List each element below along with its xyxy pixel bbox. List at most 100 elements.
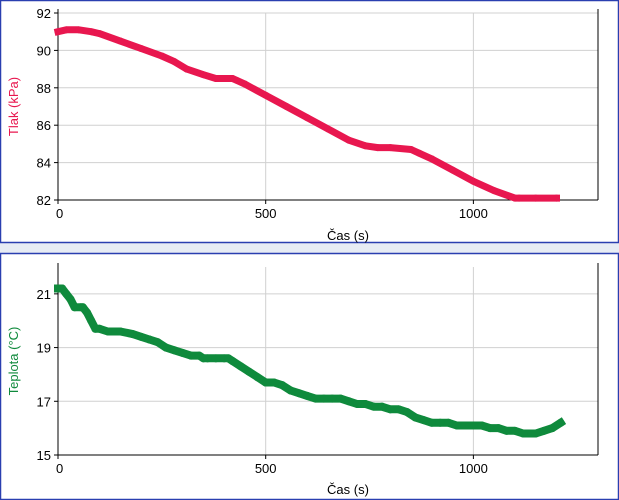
temperature-data-point	[548, 424, 557, 433]
temperature-data-point	[128, 330, 137, 339]
pressure-data-point	[415, 149, 423, 157]
temperature-panel	[0, 252, 619, 500]
temperature-data-point	[540, 426, 548, 435]
temperature-x-tick-label: 0	[56, 461, 63, 476]
temperature-data-point	[62, 289, 71, 298]
pressure-y-axis-title: Tlak (kPa)	[6, 77, 21, 136]
temperature-data-point	[452, 421, 461, 430]
temperature-data-point	[145, 335, 154, 344]
temperature-data-point	[469, 421, 478, 430]
pressure-data-point	[62, 26, 70, 34]
temperature-data-point	[369, 402, 378, 411]
temperature-data-point	[402, 408, 411, 417]
temperature-data-point	[236, 362, 245, 371]
temperature-data-point	[78, 303, 87, 312]
pressure-data-point	[282, 103, 290, 110]
temperature-data-point	[103, 327, 112, 336]
temperature-data-point	[519, 429, 528, 438]
temperature-data-point	[328, 394, 337, 403]
temperature-data-point	[394, 405, 403, 414]
temperature-data-point	[278, 381, 287, 390]
temperature-data-point	[87, 316, 96, 325]
temperature-data-point	[444, 418, 453, 427]
temperature-data-point	[261, 378, 270, 387]
pressure-chart: 0 500 1000 92 90 88 86 84 82 Čas (s) Tlak (kPa)	[6, 6, 599, 243]
pressure-x-tick-label: 0	[56, 206, 63, 221]
temperature-data-point	[58, 284, 67, 293]
temperature-data-point	[531, 429, 540, 438]
temperature-data-point	[66, 295, 75, 304]
temperature-data-point	[344, 397, 353, 406]
temperature-data-point	[153, 338, 162, 347]
temperature-data-point	[361, 399, 370, 408]
temperature-data-point	[311, 394, 320, 403]
temperature-y-tick-label: 15	[37, 448, 51, 463]
pressure-data-point	[87, 28, 95, 36]
temperature-data-point	[411, 413, 420, 422]
pressure-data-point	[361, 142, 369, 150]
pressure-data-point	[241, 80, 249, 88]
pressure-y-tick-label: 88	[37, 81, 51, 96]
temperature-data-point	[353, 399, 362, 408]
temperature-data-point	[70, 303, 79, 312]
temperature-y-tick-label: 19	[37, 341, 51, 356]
pressure-data-point	[324, 125, 332, 133]
temperature-data-point	[162, 343, 170, 352]
temperature-data-point	[303, 391, 312, 400]
pressure-y-tick-label: 84	[37, 156, 51, 171]
pressure-data-point	[428, 155, 436, 163]
pressure-data-point	[233, 76, 241, 84]
pressure-data-point	[199, 71, 207, 79]
pressure-data-point	[75, 26, 83, 34]
temperature-data-point	[477, 421, 486, 430]
temperature-y-axis-title: Teplota (°C)	[6, 327, 21, 396]
temperature-data-point	[386, 405, 395, 414]
pressure-x-tick-label: 1000	[459, 206, 488, 221]
temperature-y-tick-label: 21	[37, 287, 51, 302]
temperature-y-tick-label: 17	[37, 394, 51, 409]
temperature-data-point	[319, 394, 328, 403]
temperature-data-point	[510, 426, 519, 435]
pressure-data-point	[449, 166, 457, 174]
pressure-data-point	[183, 65, 191, 73]
temperature-data-point	[253, 373, 262, 382]
temperature-chart: 0 500 1000 21 19 17 15 Čas (s) Teplota (°C)	[6, 263, 599, 497]
temperature-data-point	[286, 386, 295, 395]
temperature-data-point	[137, 332, 146, 341]
temperature-data-point	[419, 416, 428, 425]
temperature-x-tick-label: 500	[255, 461, 277, 476]
pressure-data-point	[552, 194, 560, 202]
temperature-data-point	[436, 418, 445, 427]
pressure-data-point	[386, 144, 394, 152]
pressure-y-tick-label: 92	[37, 6, 51, 21]
temperature-data-point	[178, 348, 187, 357]
pressure-x-axis-title: Čas (s)	[327, 228, 369, 243]
temperature-data-point	[336, 394, 345, 403]
temperature-data-point	[427, 418, 436, 427]
temperature-data-point	[378, 402, 386, 411]
temperature-data-point	[116, 327, 125, 336]
temperature-data-point	[95, 324, 104, 333]
temperature-data-point	[486, 424, 494, 433]
pressure-x-tick-label: 500	[255, 206, 277, 221]
pressure-data-point	[54, 28, 62, 36]
pressure-data-point	[116, 37, 124, 45]
pressure-data-point	[262, 91, 270, 99]
temperature-data-point	[186, 351, 195, 360]
temperature-data-point	[228, 357, 237, 365]
temperature-data-point	[83, 308, 92, 317]
pressure-data-point	[158, 52, 166, 60]
pressure-data-point	[490, 187, 498, 195]
temperature-data-point	[556, 418, 565, 427]
pressure-data-point	[515, 194, 523, 202]
pressure-data-point	[96, 30, 104, 38]
temperature-x-axis-title: Čas (s)	[327, 482, 369, 497]
pressure-y-tick-label: 82	[37, 193, 51, 208]
temperature-data-point	[502, 426, 511, 435]
temperature-data-point	[245, 367, 254, 376]
temperature-data-point	[294, 389, 303, 398]
pressure-data-point	[532, 194, 540, 202]
pressure-y-tick-label: 90	[37, 43, 51, 58]
pressure-data-point	[137, 45, 145, 53]
